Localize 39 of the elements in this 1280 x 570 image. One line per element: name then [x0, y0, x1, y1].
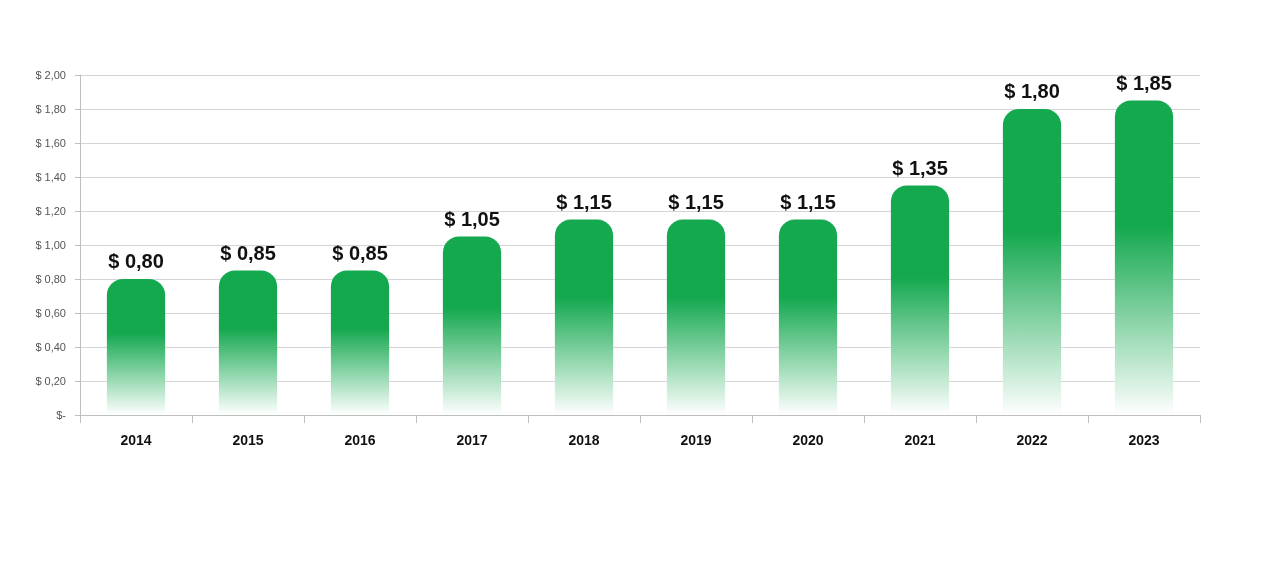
y-tick-label: $ 1,20 — [35, 205, 66, 217]
x-tick-label: 2023 — [1128, 432, 1160, 448]
bar — [330, 270, 390, 415]
data-label: $ 1,85 — [1116, 71, 1172, 94]
bar — [218, 270, 278, 415]
x-tick-label: 2017 — [456, 432, 488, 448]
y-tick-label: $ 0,80 — [35, 273, 66, 285]
data-label: $ 1,15 — [668, 190, 724, 213]
data-label: $ 1,15 — [556, 190, 612, 213]
x-tick-label: 2016 — [344, 432, 376, 448]
bar — [778, 219, 838, 415]
y-tick-label: $ 2,00 — [35, 69, 66, 81]
y-tick-label: $ 0,20 — [35, 375, 66, 387]
y-tick-label: $ 1,60 — [35, 137, 66, 149]
bar — [890, 185, 950, 415]
x-tick-label: 2020 — [792, 432, 824, 448]
x-tick-label: 2014 — [120, 432, 152, 448]
x-tick-label: 2021 — [904, 432, 936, 448]
data-label: $ 0,80 — [108, 250, 164, 272]
y-tick-label: $- — [56, 409, 67, 421]
y-tick-label: $ 1,40 — [35, 171, 66, 183]
y-tick-label: $ 0,40 — [35, 341, 66, 353]
data-label: $ 1,15 — [780, 190, 836, 213]
data-label: $ 1,35 — [892, 156, 948, 179]
data-label: $ 1,80 — [1004, 80, 1060, 102]
data-label: $ 0,85 — [332, 241, 388, 264]
bar — [442, 236, 502, 415]
bar — [666, 219, 726, 415]
data-label: $ 0,85 — [220, 241, 276, 264]
bar — [554, 219, 614, 415]
y-tick-label: $ 1,00 — [35, 239, 66, 251]
bar — [106, 279, 166, 415]
data-label: $ 1,05 — [444, 207, 500, 230]
y-tick-label: $ 0,60 — [35, 307, 66, 319]
x-tick-label: 2022 — [1016, 432, 1048, 448]
x-tick-label: 2015 — [232, 432, 264, 448]
x-tick-label: 2018 — [568, 432, 600, 448]
y-tick-label: $ 1,80 — [35, 103, 66, 115]
x-tick-label: 2019 — [680, 432, 712, 448]
